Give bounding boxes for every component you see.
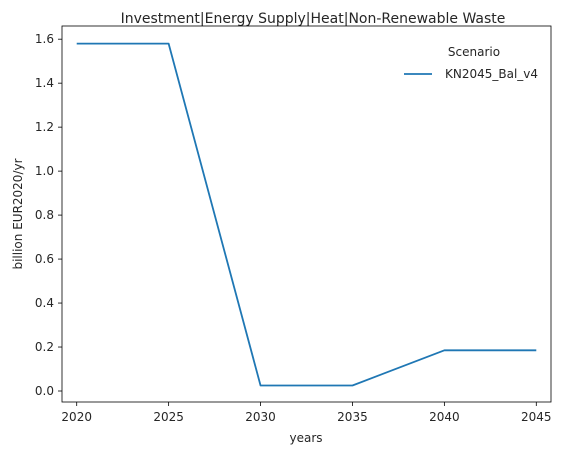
- legend-entry-kn2045-bal-v4: KN2045_Bal_v4: [445, 67, 538, 81]
- y-tick-label: 1.0: [35, 164, 54, 178]
- y-tick-label: 1.6: [35, 32, 54, 46]
- x-tick-label: 2020: [61, 410, 92, 424]
- series-lines: [76, 42, 537, 387]
- y-tick-label: 0.4: [35, 296, 54, 310]
- x-axis: 2020 2025 2030 2035 2040 2045: [61, 402, 552, 424]
- y-axis: 0.0 0.2 0.4 0.6 0.8 1.0 1.2 1.4 1.6: [35, 32, 62, 398]
- legend-title: Scenario: [448, 45, 500, 59]
- x-axis-label: years: [289, 431, 322, 445]
- x-tick-label: 2035: [337, 410, 368, 424]
- y-axis-label: billion EUR2020/yr: [11, 158, 25, 269]
- y-tick-label: 1.4: [35, 76, 54, 90]
- y-tick-label: 0.6: [35, 252, 54, 266]
- y-tick-label: 0.2: [35, 340, 54, 354]
- plot-area: [61, 25, 552, 403]
- legend: Scenario KN2045_Bal_v4: [404, 45, 538, 81]
- x-tick-label: 2040: [429, 410, 460, 424]
- series-line-kn2045-bal-v4: [76, 42, 537, 387]
- x-tick-label: 2025: [153, 410, 184, 424]
- y-tick-label: 1.2: [35, 120, 54, 134]
- x-tick-label: 2030: [245, 410, 276, 424]
- chart-title: Investment|Energy Supply|Heat|Non-Renewa…: [121, 11, 506, 27]
- y-tick-label: 0.8: [35, 208, 54, 222]
- x-tick-label: 2045: [521, 410, 552, 424]
- y-tick-label: 0.0: [35, 384, 54, 398]
